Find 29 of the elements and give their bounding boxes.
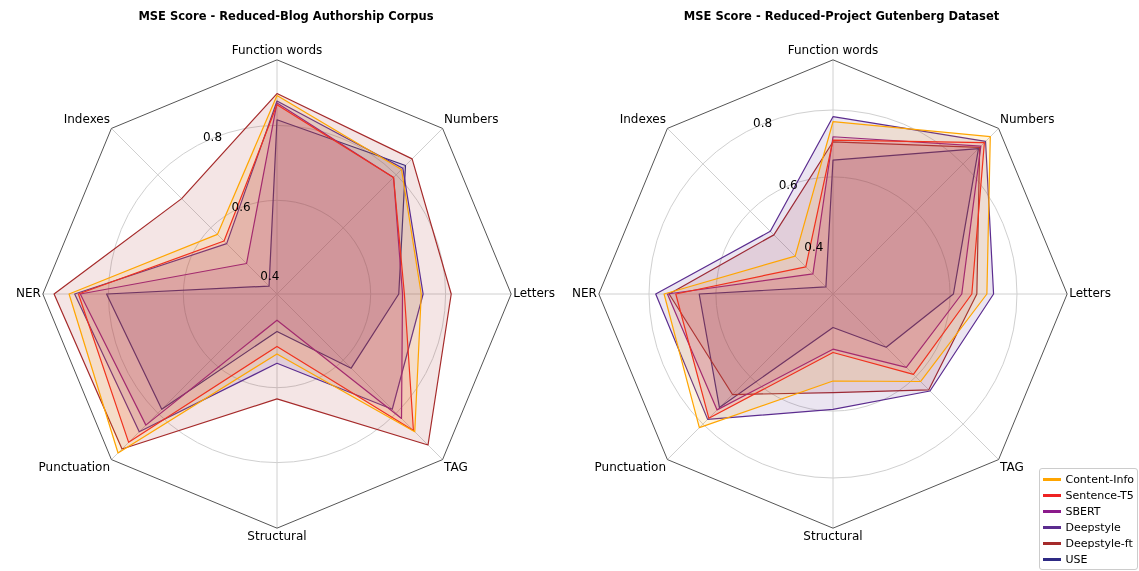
chart-title: MSE Score - Reduced-Blog Authorship Corpus xyxy=(138,8,434,23)
spoke-label: Indexes xyxy=(63,111,111,126)
legend-label: USE xyxy=(1065,552,1088,566)
spoke-label: NER xyxy=(15,286,41,301)
spoke-label: Function words xyxy=(787,42,879,57)
spoke-label: Punctuation xyxy=(38,460,111,475)
y-tick-label: 0.8 xyxy=(202,130,223,145)
y-tick-label: 0.8 xyxy=(753,116,773,131)
chart-title: MSE Score - Reduced-Project Gutenberg Dataset xyxy=(683,8,1000,23)
spoke-label: NER xyxy=(571,286,597,301)
spoke-label: Structural xyxy=(247,529,307,544)
spoke-label: Structural xyxy=(803,529,863,544)
spoke-label: Numbers xyxy=(999,111,1055,126)
spoke-label: Indexes xyxy=(619,111,667,126)
legend-label: Sentence-T5 xyxy=(1065,488,1134,502)
y-tick-label: 0.4 xyxy=(260,268,280,283)
legend-label: Deepstyle-ft xyxy=(1065,536,1133,550)
spoke-label: Letters xyxy=(513,286,556,301)
legend-label: Deepstyle xyxy=(1065,520,1121,534)
spoke-label: TAG xyxy=(998,460,1024,475)
legend-label: Content-Info xyxy=(1065,472,1134,486)
spoke-label: TAG xyxy=(442,460,468,475)
spoke-label: Punctuation xyxy=(594,460,667,475)
spoke-label: Numbers xyxy=(443,111,499,126)
y-tick-label: 0.6 xyxy=(231,199,251,214)
spoke-label: Letters xyxy=(1069,286,1112,301)
y-tick-label: 0.4 xyxy=(804,239,824,254)
legend-label: SBERT xyxy=(1065,504,1101,518)
spoke-label: Function words xyxy=(231,42,323,57)
